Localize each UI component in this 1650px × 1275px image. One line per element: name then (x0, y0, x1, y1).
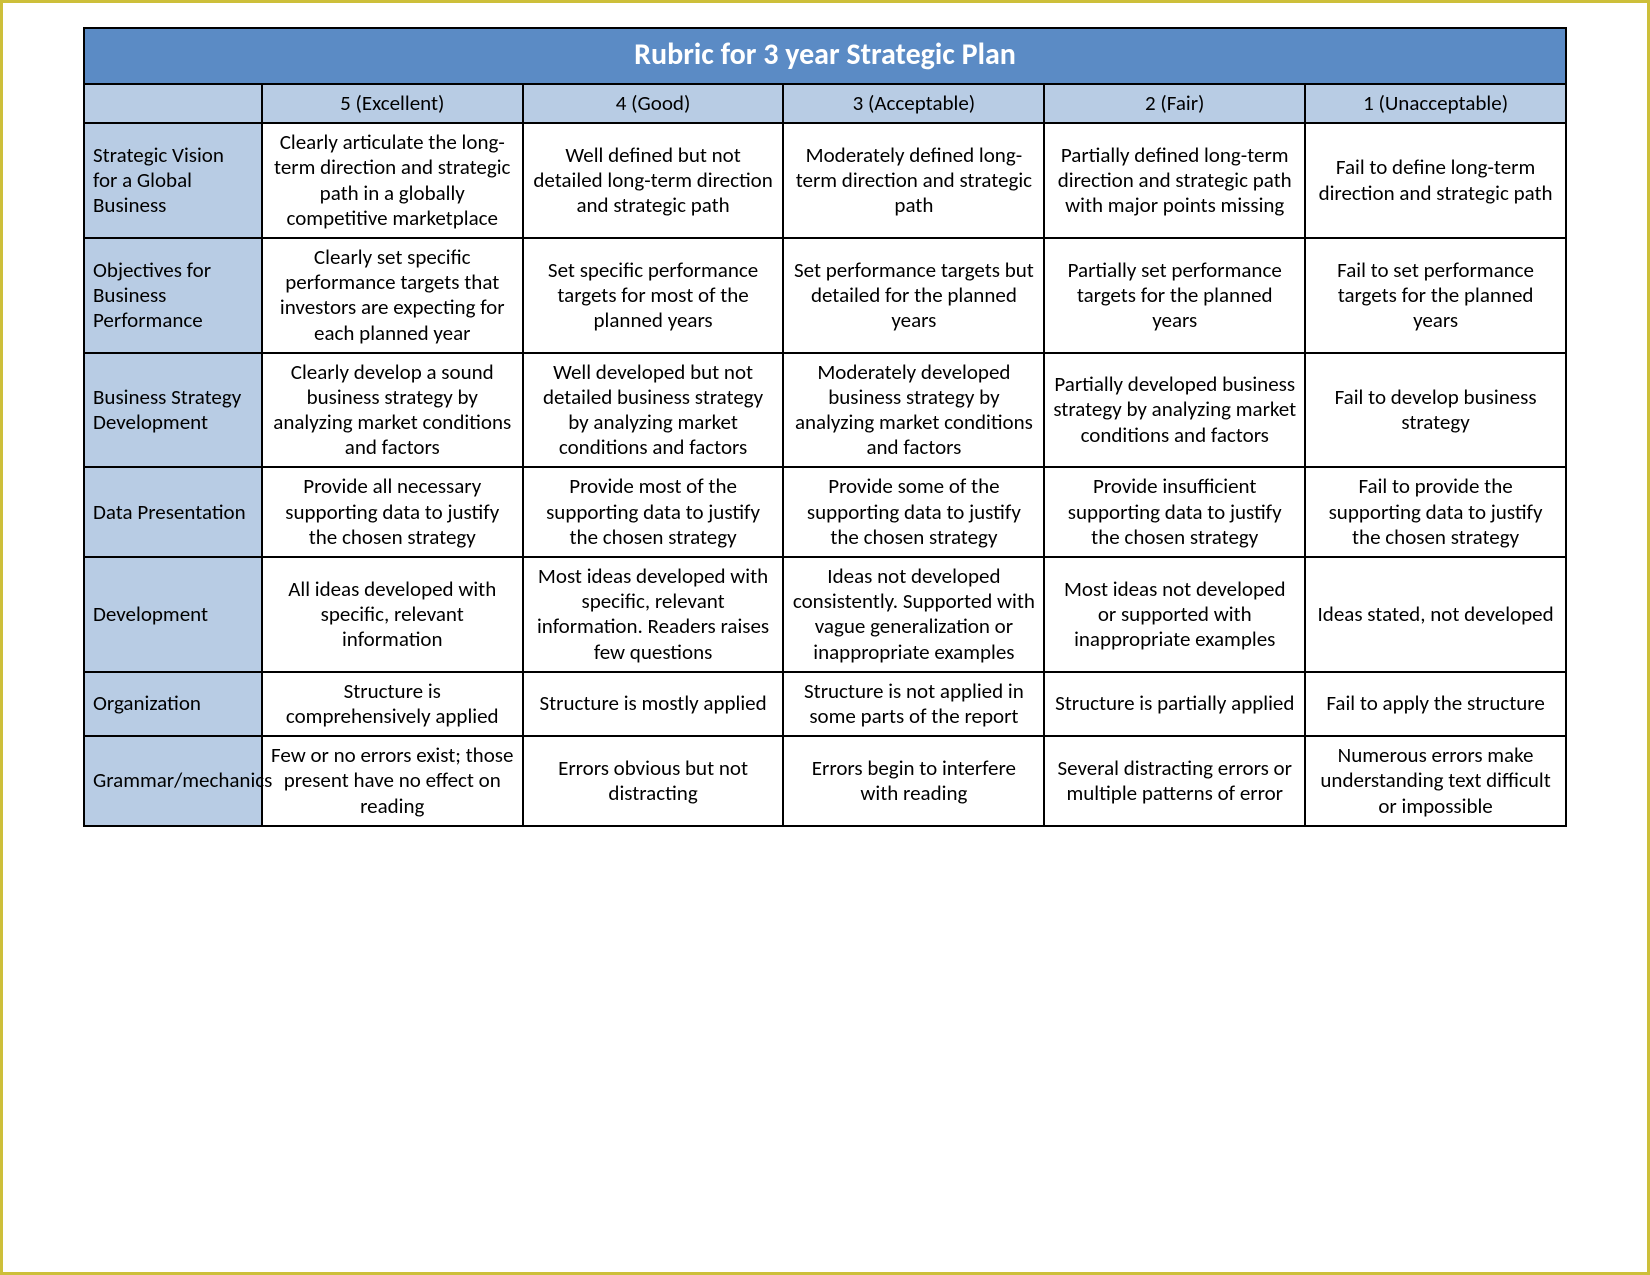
cell: Clearly set specific performance targets… (262, 238, 523, 353)
cell: Clearly articulate the long-term directi… (262, 123, 523, 238)
cell: Set specific performance targets for mos… (523, 238, 784, 353)
cell: Numerous errors make understanding text … (1305, 736, 1566, 826)
cell: Fail to define long-term direction and s… (1305, 123, 1566, 238)
title-row: Rubric for 3 year Strategic Plan (84, 28, 1566, 84)
row-organization: Organization Structure is comprehensivel… (84, 672, 1566, 736)
col-header-5: 5 (Excellent) (262, 84, 523, 123)
header-corner (84, 84, 262, 123)
cell: Well developed but not detailed business… (523, 353, 784, 468)
row-strategic-vision: Strategic Vision for a Global Business C… (84, 123, 1566, 238)
cell: Provide some of the supporting data to j… (783, 467, 1044, 557)
cell: Moderately defined long-term direction a… (783, 123, 1044, 238)
cell: Fail to develop business strategy (1305, 353, 1566, 468)
row-objectives: Objectives for Business Performance Clea… (84, 238, 1566, 353)
cell: Structure is partially applied (1044, 672, 1305, 736)
cell: Errors obvious but not distracting (523, 736, 784, 826)
cell: Structure is comprehensively applied (262, 672, 523, 736)
cell: Most ideas developed with specific, rele… (523, 557, 784, 672)
header-row: 5 (Excellent) 4 (Good) 3 (Acceptable) 2 … (84, 84, 1566, 123)
row-label: Business Strategy Development (84, 353, 262, 468)
row-label: Strategic Vision for a Global Business (84, 123, 262, 238)
cell: Well defined but not detailed long-term … (523, 123, 784, 238)
row-label: Grammar/mechanics (84, 736, 262, 826)
col-header-3: 3 (Acceptable) (783, 84, 1044, 123)
cell: Most ideas not developed or supported wi… (1044, 557, 1305, 672)
cell: Ideas stated, not developed (1305, 557, 1566, 672)
col-header-2: 2 (Fair) (1044, 84, 1305, 123)
row-strategy-dev: Business Strategy Development Clearly de… (84, 353, 1566, 468)
cell: Provide all necessary supporting data to… (262, 467, 523, 557)
cell: Partially developed business strategy by… (1044, 353, 1305, 468)
cell: Fail to provide the supporting data to j… (1305, 467, 1566, 557)
cell: Set performance targets but detailed for… (783, 238, 1044, 353)
rubric-table: Rubric for 3 year Strategic Plan 5 (Exce… (83, 27, 1567, 827)
cell: Moderately developed business strategy b… (783, 353, 1044, 468)
cell: Partially set performance targets for th… (1044, 238, 1305, 353)
page-frame: Rubric for 3 year Strategic Plan 5 (Exce… (0, 0, 1650, 1275)
rubric-title: Rubric for 3 year Strategic Plan (84, 28, 1566, 84)
row-label: Objectives for Business Performance (84, 238, 262, 353)
cell: Ideas not developed consistently. Suppor… (783, 557, 1044, 672)
row-label: Development (84, 557, 262, 672)
cell: Clearly develop a sound business strateg… (262, 353, 523, 468)
cell: Structure is not applied in some parts o… (783, 672, 1044, 736)
cell: Structure is mostly applied (523, 672, 784, 736)
row-label: Data Presentation (84, 467, 262, 557)
cell: Fail to apply the structure (1305, 672, 1566, 736)
cell: All ideas developed with specific, relev… (262, 557, 523, 672)
cell: Errors begin to interfere with reading (783, 736, 1044, 826)
row-data-presentation: Data Presentation Provide all necessary … (84, 467, 1566, 557)
cell: Several distracting errors or multiple p… (1044, 736, 1305, 826)
cell: Fail to set performance targets for the … (1305, 238, 1566, 353)
col-header-4: 4 (Good) (523, 84, 784, 123)
cell: Provide most of the supporting data to j… (523, 467, 784, 557)
cell: Provide insufficient supporting data to … (1044, 467, 1305, 557)
row-grammar: Grammar/mechanics Few or no errors exist… (84, 736, 1566, 826)
col-header-1: 1 (Unacceptable) (1305, 84, 1566, 123)
row-development: Development All ideas developed with spe… (84, 557, 1566, 672)
row-label: Organization (84, 672, 262, 736)
cell: Partially defined long-term direction an… (1044, 123, 1305, 238)
cell: Few or no errors exist; those present ha… (262, 736, 523, 826)
